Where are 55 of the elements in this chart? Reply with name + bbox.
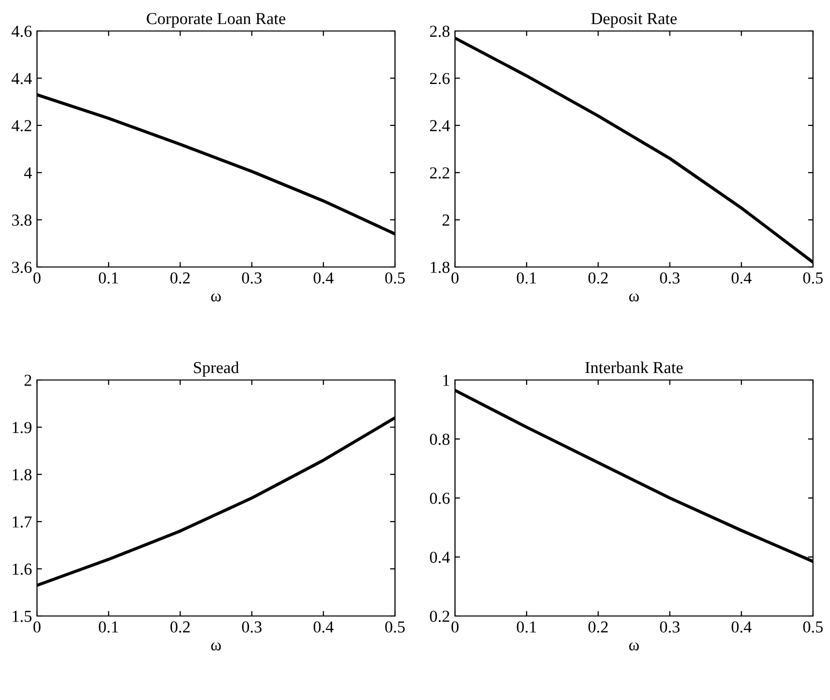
x-tick-label: 0.3 bbox=[660, 272, 680, 284]
y-tick-label: 3.8 bbox=[12, 214, 32, 226]
x-axis-title: ω bbox=[211, 294, 221, 302]
x-tick-label: 0.1 bbox=[98, 621, 118, 633]
x-axis-title: ω bbox=[629, 642, 639, 650]
x-tick-label: 0.2 bbox=[588, 272, 608, 284]
x-tick-label: 0 bbox=[33, 621, 41, 633]
y-tick-label: 1.8 bbox=[12, 469, 32, 480]
y-tick-label: 1 bbox=[443, 374, 450, 386]
y-tick-label: 0.4 bbox=[430, 552, 450, 564]
x-axis-title: ω bbox=[629, 294, 639, 302]
x-tick-label: 0 bbox=[451, 272, 459, 284]
y-tick-label: 2.8 bbox=[430, 26, 450, 38]
x-tick-label: 0.3 bbox=[242, 621, 262, 633]
y-tick-label: 2.6 bbox=[430, 72, 450, 84]
chart-title: Interbank Rate bbox=[585, 361, 683, 374]
chart-title: Spread bbox=[194, 361, 239, 377]
x-tick-label: 0.5 bbox=[385, 621, 405, 633]
x-tick-label: 0 bbox=[451, 621, 459, 633]
y-tick-label: 4 bbox=[24, 167, 32, 178]
x-tick-label: 0.1 bbox=[516, 272, 536, 284]
x-tick-label: 0 bbox=[33, 272, 41, 284]
x-tick-label: 0.1 bbox=[98, 272, 118, 284]
x-axis-title: ω bbox=[211, 642, 221, 650]
x-tick-label: 0.1 bbox=[516, 621, 536, 633]
x-tick-label: 0.5 bbox=[803, 272, 823, 284]
y-tick-label: 2 bbox=[442, 214, 450, 226]
y-tick-label: 2 bbox=[24, 374, 32, 386]
x-tick-label: 0.4 bbox=[314, 621, 334, 633]
y-tick-label: 1.5 bbox=[12, 610, 32, 622]
y-tick-label: 4.6 bbox=[12, 26, 32, 38]
x-tick-label: 0.4 bbox=[732, 621, 752, 633]
x-tick-label: 0.4 bbox=[732, 272, 752, 284]
y-tick-label: 0.8 bbox=[430, 434, 450, 446]
x-tick-label: 0.3 bbox=[242, 272, 262, 284]
x-tick-label: 0.2 bbox=[588, 621, 608, 633]
chart-title: Deposit Rate bbox=[591, 13, 677, 28]
x-tick-label: 0.4 bbox=[314, 272, 334, 284]
y-tick-label: 1.6 bbox=[12, 564, 32, 575]
y-tick-label: 1.9 bbox=[12, 422, 32, 434]
y-tick-label: 3.6 bbox=[12, 262, 32, 274]
y-tick-label: 1.7 bbox=[12, 516, 32, 528]
x-tick-label: 0.3 bbox=[660, 621, 680, 633]
y-tick-label: 1.8 bbox=[430, 262, 450, 274]
y-tick-label: 0.6 bbox=[430, 492, 450, 504]
y-tick-label: 4.2 bbox=[12, 120, 32, 132]
chart-title: Corporate Loan Rate bbox=[146, 13, 286, 28]
y-tick-label: 2.4 bbox=[430, 120, 450, 132]
x-tick-label: 0.2 bbox=[170, 621, 190, 633]
y-tick-label: 4.4 bbox=[12, 73, 32, 84]
x-tick-label: 0.5 bbox=[803, 621, 823, 633]
x-tick-label: 0.2 bbox=[170, 272, 190, 284]
y-tick-label: 0.2 bbox=[430, 610, 450, 622]
y-tick-label: 2.2 bbox=[430, 167, 450, 179]
x-tick-label: 0.5 bbox=[385, 272, 405, 284]
